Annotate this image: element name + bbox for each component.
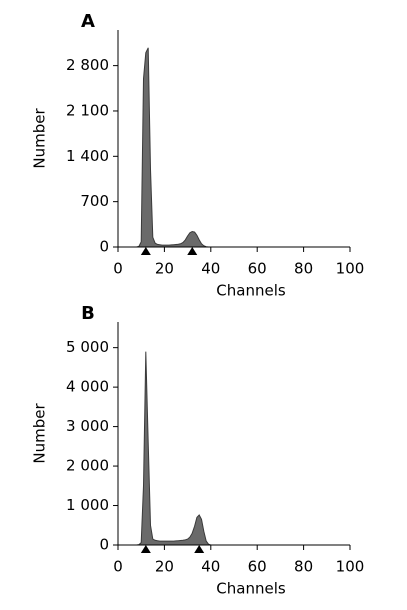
y-axis-label: Number (31, 403, 49, 464)
x-tick-label: 0 (113, 558, 123, 576)
panel-label: B (81, 303, 95, 324)
y-tick-label: 1 000 (66, 496, 109, 514)
y-tick-label: 2 000 (66, 457, 109, 475)
y-tick-label: 0 (99, 238, 109, 256)
x-tick-label: 20 (155, 558, 174, 576)
x-tick-label: 80 (294, 558, 313, 576)
x-tick-label: 100 (336, 558, 365, 576)
histogram-area (136, 47, 211, 248)
x-tick-label: 40 (201, 260, 220, 278)
gate-marker (194, 545, 205, 553)
x-tick-label: 60 (248, 260, 267, 278)
panel-label: A (81, 11, 95, 32)
y-tick-label: 2 100 (66, 101, 109, 119)
y-tick-label: 3 000 (66, 417, 109, 435)
y-axis-label: Number (31, 108, 49, 169)
x-tick-label: 40 (201, 558, 220, 576)
y-tick-label: 700 (80, 192, 109, 210)
x-axis-label: Channels (216, 580, 286, 598)
gate-marker (140, 247, 151, 255)
x-tick-label: 60 (248, 558, 267, 576)
y-tick-label: 5 000 (66, 338, 109, 356)
y-tick-label: 2 800 (66, 56, 109, 74)
gate-marker (187, 247, 198, 255)
x-axis-label: Channels (216, 282, 286, 300)
y-tick-label: 4 000 (66, 378, 109, 396)
x-tick-label: 0 (113, 260, 123, 278)
gate-marker (140, 545, 151, 553)
x-tick-label: 100 (336, 260, 365, 278)
x-tick-label: 20 (155, 260, 174, 278)
y-tick-label: 1 400 (66, 147, 109, 165)
y-tick-label: 0 (99, 536, 109, 554)
histogram-area (136, 351, 211, 546)
x-tick-label: 80 (294, 260, 313, 278)
